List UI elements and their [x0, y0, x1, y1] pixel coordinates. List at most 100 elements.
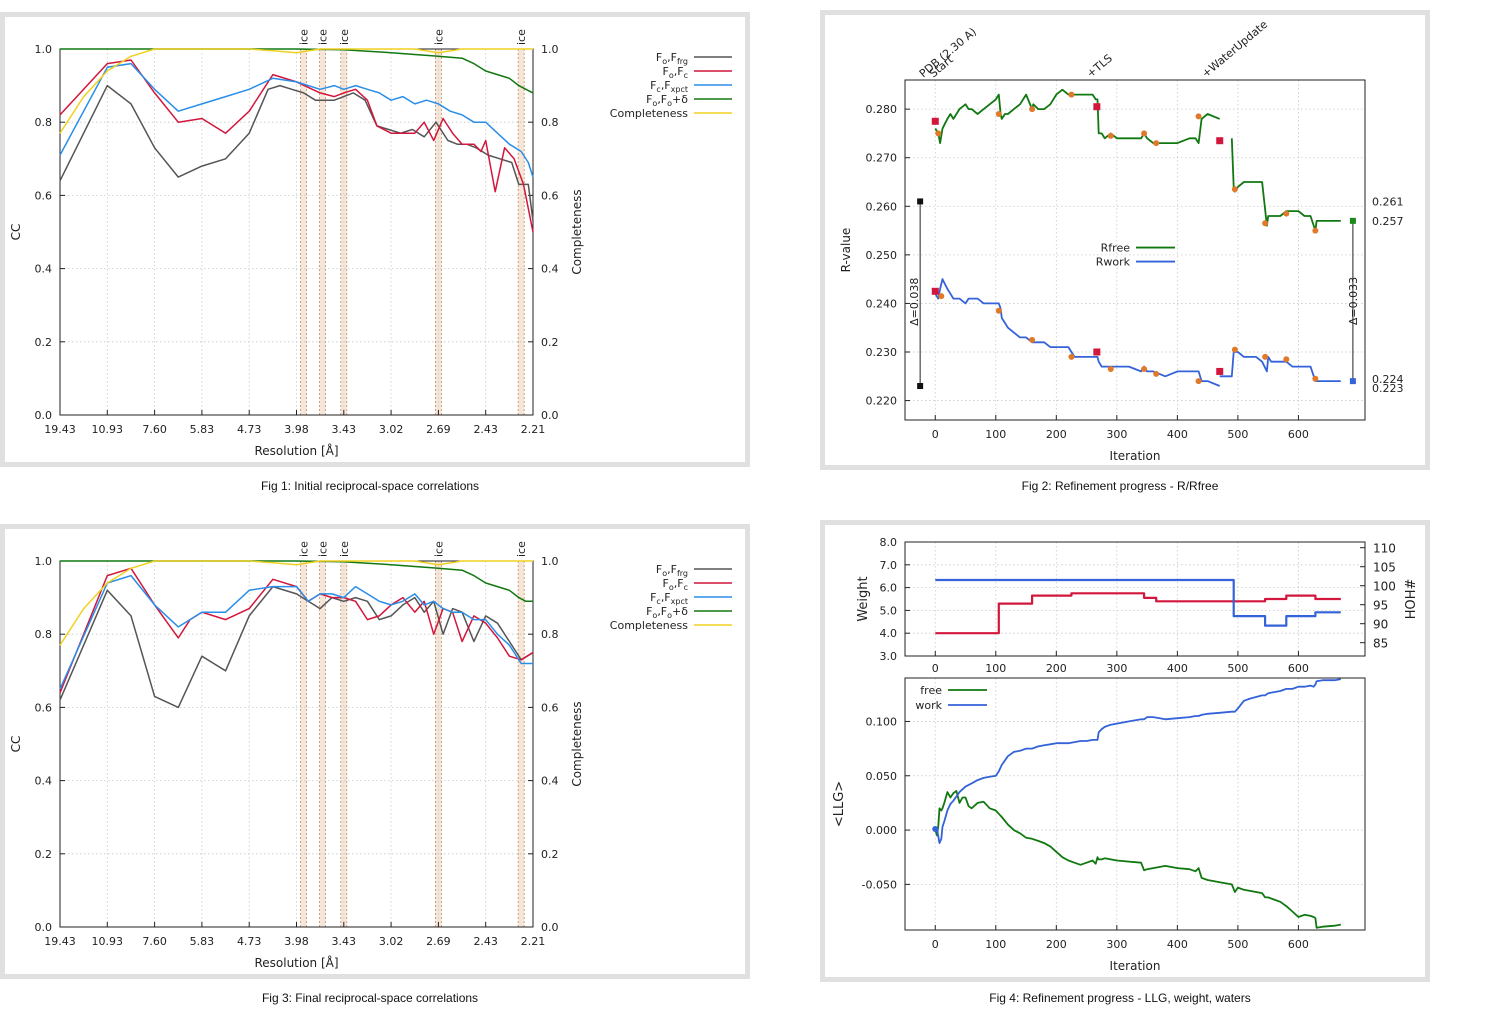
right-value-label: 0.261	[1372, 195, 1404, 208]
hoh-tick-label: 110	[1373, 542, 1396, 556]
legend-label: Fc,Fxpct	[650, 79, 688, 94]
legend-label: Fc,Fxpct	[650, 591, 688, 606]
figure-4-caption: Fig 4: Refinement progress - LLG, weight…	[989, 991, 1251, 1005]
annotation-label: +WaterUpdate	[1199, 18, 1270, 81]
event-point	[1262, 220, 1269, 227]
y2-tick-label: 0.6	[541, 189, 559, 202]
legend-label: Fo,Fo+δ	[646, 93, 688, 108]
x-tick-label: 100	[985, 428, 1006, 441]
annotation-label: +TLS	[1084, 52, 1115, 81]
x-tick-label: 2.69	[426, 935, 451, 948]
x-tick-label: 2.21	[521, 935, 546, 948]
ice-ring-band	[340, 561, 347, 927]
y-axis-title: <LLG>	[832, 781, 847, 827]
right-value-label: 0.257	[1372, 215, 1404, 228]
legend-label: Fo,Ffrg	[656, 563, 688, 578]
y2-tick-label: 0.2	[541, 336, 559, 349]
event-point	[1312, 375, 1319, 382]
x-tick-label: 3.98	[284, 935, 309, 948]
ice-ring-label: ice	[317, 541, 330, 557]
figure-3-caption: Fig 3: Final reciprocal-space correlatio…	[261, 991, 479, 1005]
ice-ring-band	[300, 561, 307, 927]
hoh-tick-label: 85	[1373, 637, 1388, 651]
legend-label: Fo,Ffrg	[656, 51, 688, 66]
y-tick-label: 1.0	[35, 555, 53, 568]
x-tick-label: 3.43	[332, 935, 357, 948]
x-tick-label: 3.43	[332, 423, 357, 436]
x-tick-label: 300	[1106, 938, 1127, 951]
event-point	[1195, 378, 1202, 385]
event-point	[1068, 91, 1075, 98]
ice-ring-band	[319, 49, 326, 415]
y-tick-label: 0.230	[866, 346, 898, 359]
weight-tick-label: 8.0	[880, 536, 898, 549]
legend-label: Rfree	[1101, 242, 1131, 255]
x-tick-label: 400	[1167, 428, 1188, 441]
x-tick-label: 3.02	[379, 423, 404, 436]
stage-marker	[931, 117, 939, 125]
y-tick-label: 0.8	[35, 628, 53, 641]
x-tick-label: 19.43	[44, 935, 76, 948]
start-delta-label: Δ=0.038	[908, 278, 921, 326]
y2-tick-label: 0.0	[541, 921, 559, 934]
x-tick-label: 100	[985, 938, 1006, 951]
y-tick-label: 0.4	[35, 263, 53, 276]
ice-ring-label: ice	[317, 29, 330, 45]
ice-ring-label: ice	[515, 541, 528, 557]
y-tick-label: 0.250	[866, 249, 898, 262]
figure-1-panel: ice ice ice ice ice 0.0 0.0 0.2 0.2 0.4 0.4 0.6 0.6 0…	[0, 12, 750, 467]
start-delta-marker	[917, 198, 924, 205]
y-tick-label: 0.6	[35, 189, 53, 202]
ice-ring-band	[435, 561, 442, 927]
figure-4-panel: 3.0 4.0 5.0 6.0 7.0 8.0 85 90 95 100 105 110 0 100 200…	[820, 520, 1430, 982]
series-line	[934, 790, 1341, 929]
y2-tick-label: 0.8	[541, 628, 559, 641]
y-tick-label: 0.0	[35, 921, 53, 934]
series-line	[59, 560, 533, 646]
y-axis-title: CC	[9, 736, 23, 753]
x-tick-label: 0	[932, 938, 939, 951]
final-delta-label: Δ=0.033	[1347, 277, 1360, 325]
y-axis-title: R-value	[839, 228, 853, 273]
legend-label: Fo,Fc	[663, 65, 688, 80]
y2-tick-label: 0.4	[541, 263, 559, 276]
plot-frame	[904, 79, 1366, 421]
annotation-label: PDB (2.30 A)	[917, 25, 979, 80]
x-tick-label: 4.73	[237, 423, 262, 436]
ice-ring-label: ice	[338, 29, 351, 45]
stage-marker	[1216, 137, 1224, 145]
y-tick-label: 0.270	[866, 152, 898, 165]
y2-tick-label: 0.0	[541, 409, 559, 422]
event-point	[1283, 356, 1290, 363]
ice-ring-band	[319, 561, 326, 927]
x-tick-label: 5.83	[190, 935, 215, 948]
series-line	[60, 560, 533, 603]
x-tick-label: 100	[985, 662, 1006, 675]
weight-tick-label: 5.0	[880, 604, 898, 617]
event-point	[1195, 113, 1202, 120]
ice-ring-label: ice	[338, 541, 351, 557]
start-point	[932, 825, 939, 832]
stage-marker	[1093, 348, 1101, 356]
x-tick-label: 400	[1167, 938, 1188, 951]
x-tick-label: 500	[1227, 428, 1248, 441]
ice-ring-label: ice	[515, 29, 528, 45]
event-point	[1283, 210, 1290, 217]
figure-3-panel: ice ice ice ice ice 0.0 0.0 0.2 0.2 0.4 0.4 0.6 0.6 0…	[0, 524, 750, 979]
event-point	[935, 130, 942, 137]
event-point	[1231, 186, 1238, 193]
y2-axis-title: Completeness	[570, 189, 584, 274]
x-axis-title: Iteration	[1110, 959, 1161, 973]
event-point	[995, 111, 1002, 117]
y-tick-label: 0.050	[866, 770, 898, 783]
hoh-tick-label: 90	[1373, 618, 1388, 632]
ice-ring-band	[518, 49, 525, 415]
event-point	[1262, 353, 1269, 360]
x-tick-label: 3.02	[379, 935, 404, 948]
y-tick-label: 0.280	[866, 103, 898, 116]
event-point	[995, 307, 1002, 314]
weight-tick-label: 3.0	[880, 650, 898, 663]
legend-label: Completeness	[610, 107, 688, 120]
final-rfree-marker	[1349, 217, 1356, 224]
